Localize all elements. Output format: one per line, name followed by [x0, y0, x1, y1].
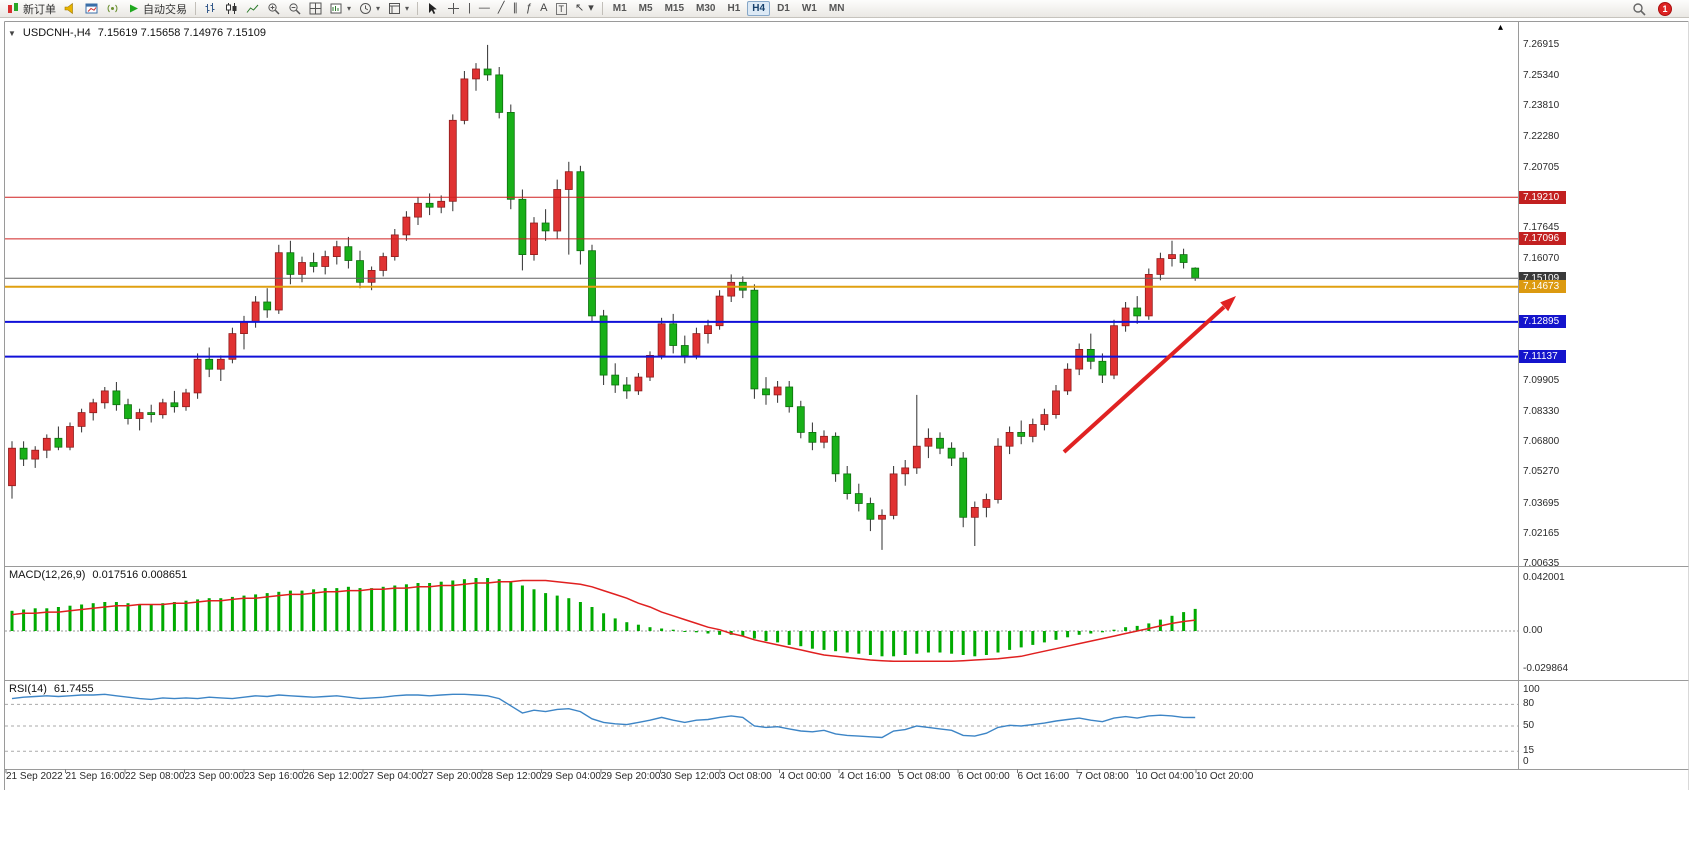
toolbar-separator	[601, 2, 603, 15]
autotrading-label: 自动交易	[143, 3, 187, 16]
dropdown-arrow-icon: ▾	[588, 2, 594, 14]
label-icon: T	[555, 2, 567, 15]
timeframe-button-m1[interactable]: M1	[612, 3, 627, 14]
search-button[interactable]	[1628, 1, 1650, 17]
timeframe-button-m5[interactable]: M5	[638, 3, 653, 14]
timeframe-button-mn[interactable]: MN	[828, 3, 845, 14]
dropdown-arrow-icon: ▾	[376, 4, 381, 13]
new-chart-button[interactable]: ▾	[326, 1, 355, 17]
vertical-line-icon: |	[468, 2, 471, 14]
arrows-tool-button[interactable]: ↖ ▾	[571, 1, 598, 17]
new-order-icon	[8, 3, 18, 13]
crosshair-tool-button[interactable]	[443, 1, 464, 17]
zoom-out-icon	[289, 3, 301, 15]
signals-button[interactable]	[102, 1, 123, 17]
line-chart-button[interactable]	[242, 1, 263, 17]
channel-icon: ∥	[512, 2, 519, 14]
tile-windows-button[interactable]	[305, 1, 326, 17]
timeframe-button-h4[interactable]: H4	[747, 1, 771, 16]
new-chart-icon	[330, 3, 342, 14]
periods-button[interactable]: ▾	[355, 1, 384, 17]
template-icon	[389, 3, 401, 14]
timeframe-button-w1[interactable]: W1	[801, 3, 817, 14]
new-order-button[interactable]: 新订单	[3, 1, 60, 17]
autotrading-button[interactable]: 自动交易	[123, 1, 191, 17]
cursor-icon	[429, 3, 437, 14]
trendline-icon: ╱	[497, 2, 505, 14]
toolbar-separator	[417, 2, 419, 15]
fibonacci-icon: ƒ	[526, 2, 533, 14]
horn-icon	[64, 2, 73, 15]
signal-icon	[107, 4, 118, 13]
horizontal-line-icon: —	[478, 2, 490, 14]
timeframe-button-d1[interactable]: D1	[777, 3, 790, 14]
trendline-tool-button[interactable]: ╱	[494, 1, 509, 17]
line-chart-icon	[246, 4, 259, 13]
channel-tool-button[interactable]: ∥	[509, 1, 523, 17]
crosshair-icon	[448, 3, 460, 14]
dropdown-arrow-icon: ▾	[347, 4, 352, 13]
cursor-tool-button[interactable]	[422, 1, 443, 17]
tile-windows-icon	[309, 2, 322, 15]
vertical-line-tool-button[interactable]: |	[464, 1, 475, 17]
bar-chart-button[interactable]	[200, 1, 221, 17]
fibonacci-tool-button[interactable]: ƒ	[522, 1, 536, 17]
timeframe-button-m15[interactable]: M15	[664, 3, 685, 14]
alerts-button[interactable]	[60, 1, 81, 17]
label-tool-button[interactable]: T	[552, 1, 572, 17]
new-order-label: 新订单	[23, 3, 56, 16]
candles-icon	[226, 3, 237, 14]
notification-badge[interactable]: 1	[1658, 1, 1672, 16]
clock-icon	[360, 3, 372, 14]
zoom-in-icon	[268, 3, 280, 15]
toolbar-separator	[195, 2, 196, 15]
timeframe-button-m30[interactable]: M30	[696, 3, 716, 14]
zoom-out-button[interactable]	[284, 1, 305, 17]
dropdown-arrow-icon: ▾	[405, 4, 410, 13]
horizontal-line-tool-button[interactable]: —	[475, 1, 494, 17]
chart-canvas[interactable]	[0, 18, 1689, 853]
bars-icon	[205, 3, 215, 13]
text-icon: A	[540, 2, 548, 14]
text-tool-button[interactable]: A	[536, 1, 551, 17]
play-icon	[130, 4, 138, 13]
candlestick-chart-button[interactable]	[221, 1, 242, 17]
timeframe-button-h1[interactable]: H1	[727, 3, 741, 14]
toolbar: 新订单 自动交易 ▾ ▾ ▾	[0, 0, 1689, 18]
search-icon	[1633, 2, 1646, 16]
chart-window-icon	[85, 3, 98, 14]
chart-window: ▼ USDCNH-,H4 7.15619 7.15658 7.14976 7.1…	[0, 18, 1689, 853]
market-watch-button[interactable]	[81, 1, 102, 17]
zoom-in-button[interactable]	[263, 1, 284, 17]
arrows-icon: ↖	[575, 2, 585, 14]
templates-button[interactable]: ▾	[384, 1, 413, 17]
